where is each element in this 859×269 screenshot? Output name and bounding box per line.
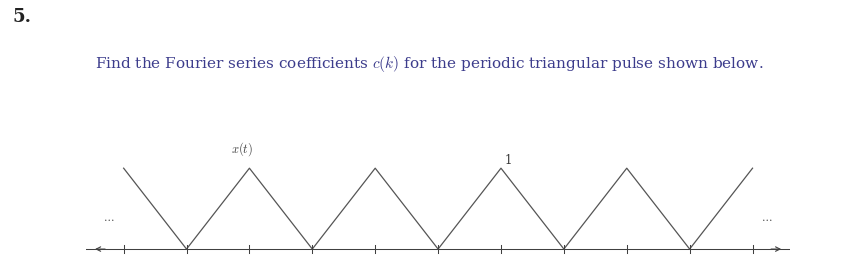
Text: ...: ... — [762, 213, 772, 223]
Text: ...: ... — [104, 213, 114, 223]
Text: 5.: 5. — [13, 8, 32, 26]
Text: $x(t)$: $x(t)$ — [230, 141, 253, 158]
Text: Find the Fourier series coefficients $c(k)$ for the periodic triangular pulse sh: Find the Fourier series coefficients $c(… — [95, 54, 764, 74]
Text: 1: 1 — [504, 154, 511, 167]
